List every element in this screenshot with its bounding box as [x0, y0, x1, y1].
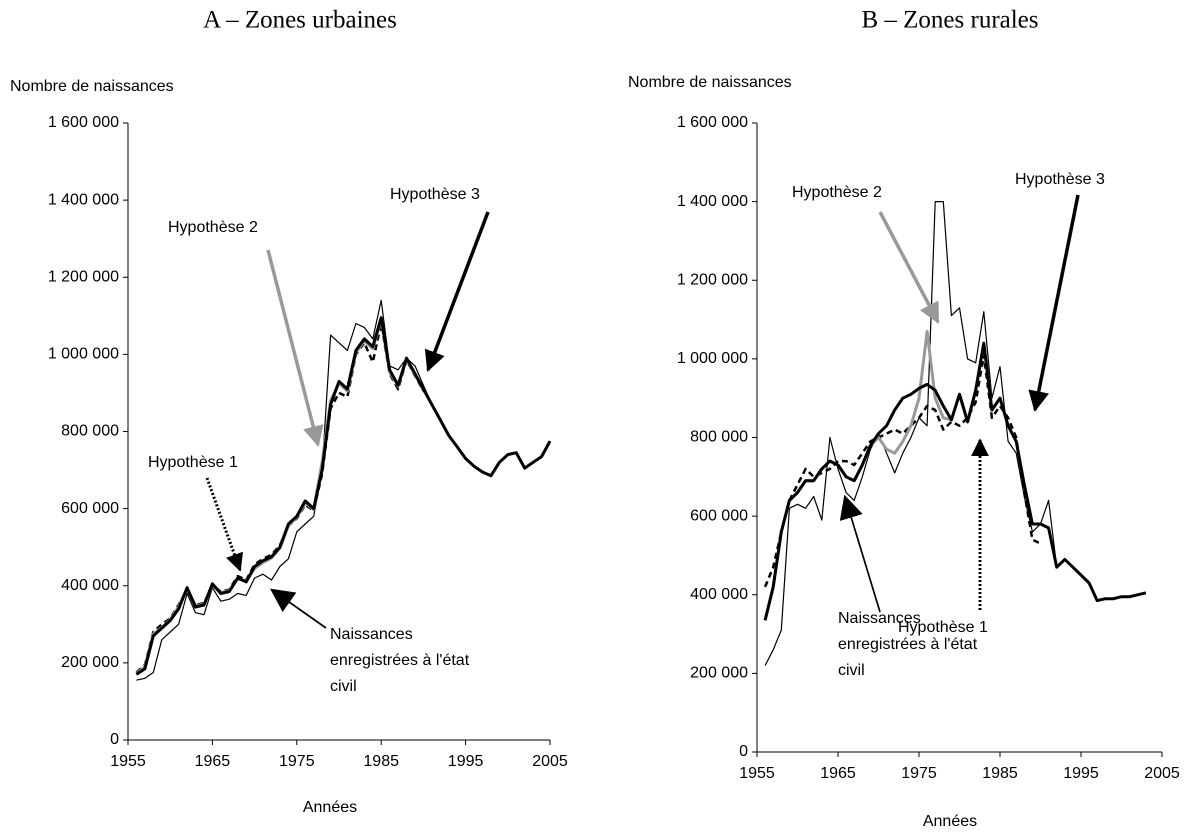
- y-tick-label: 600 000: [61, 500, 119, 517]
- annotation-arrow: [266, 249, 324, 448]
- series-line: [135, 316, 552, 676]
- x-axis-label: Années: [303, 799, 357, 816]
- chart-title: A – Zones urbaines: [203, 7, 397, 34]
- y-tick-label: 1 200 000: [677, 271, 748, 288]
- annotation-arrow: [270, 588, 327, 629]
- y-tick-label: 800 000: [61, 423, 119, 440]
- x-tick-label: 1965: [820, 765, 856, 782]
- annotation-arrow: [878, 211, 940, 324]
- annotation-text: Hypothèse 2: [792, 184, 882, 201]
- series-line: [764, 201, 1146, 666]
- series-line: [763, 353, 1042, 588]
- series-line: [763, 341, 1147, 621]
- x-tick-label: 1985: [363, 753, 399, 770]
- x-tick-label: 1955: [739, 765, 775, 782]
- annotation-text: Hypothèse 1: [148, 454, 238, 471]
- annotation: Hypothèse 2: [168, 219, 258, 236]
- y-tick-label: 1 600 000: [677, 114, 748, 131]
- y-tick-label: 1 000 000: [677, 350, 748, 367]
- annotation-arrow: [205, 477, 244, 572]
- x-tick-label: 2005: [1144, 765, 1180, 782]
- y-tick-label: 800 000: [690, 429, 748, 446]
- series-line: [763, 329, 1002, 621]
- y-tick-label: 1 000 000: [48, 346, 119, 363]
- annotation-text: Naissances enregistrées à l'état civil: [330, 626, 470, 695]
- annotation: Hypothèse 2: [792, 184, 882, 201]
- x-tick-label: 1995: [1063, 765, 1099, 782]
- y-tick-label: 0: [739, 743, 748, 760]
- y-tick-label: 0: [110, 731, 119, 748]
- y-tick-label: 400 000: [690, 586, 748, 603]
- chart-title: B – Zones rurales: [861, 7, 1038, 34]
- x-tick-label: 2005: [532, 753, 568, 770]
- y-axis-label: Nombre de naissances: [628, 74, 792, 91]
- x-tick-label: 1965: [195, 753, 231, 770]
- x-axis-label: Années: [923, 813, 977, 830]
- y-tick-label: 400 000: [61, 577, 119, 594]
- y-tick-label: 1 600 000: [48, 114, 119, 131]
- y-axis-label: Nombre de naissances: [10, 78, 174, 95]
- annotation: Hypothèse 1: [148, 454, 238, 471]
- y-tick-label: 200 000: [690, 665, 748, 682]
- x-tick-label: 1975: [279, 753, 315, 770]
- annotation-text: Hypothèse 3: [390, 186, 480, 203]
- y-tick-label: 600 000: [690, 507, 748, 524]
- annotation-text: Naissances enregistrées à l'état civil: [838, 610, 978, 679]
- x-tick-label: 1975: [901, 765, 937, 782]
- annotation-arrow: [839, 494, 881, 613]
- annotation: Hypothèse 3: [390, 186, 480, 203]
- annotation-text: Hypothèse 2: [168, 219, 258, 236]
- annotation-text: Hypothèse 1: [898, 619, 988, 636]
- annotation: Naissances enregistrées à l'état civil: [838, 610, 978, 679]
- y-tick-label: 1 400 000: [677, 193, 748, 210]
- annotation-arrow: [1028, 194, 1080, 413]
- y-tick-label: 1 400 000: [48, 191, 119, 208]
- x-tick-label: 1955: [110, 753, 146, 770]
- x-tick-label: 1995: [448, 753, 484, 770]
- x-tick-label: 1985: [982, 765, 1018, 782]
- annotation: Hypothèse 3: [1015, 171, 1105, 188]
- annotation-arrow: [424, 211, 490, 372]
- annotation-text: Hypothèse 3: [1015, 171, 1105, 188]
- annotation: Hypothèse 1: [898, 619, 988, 636]
- y-tick-label: 1 200 000: [48, 268, 119, 285]
- annotation: Naissances enregistrées à l'état civil: [330, 626, 470, 695]
- y-tick-label: 200 000: [61, 654, 119, 671]
